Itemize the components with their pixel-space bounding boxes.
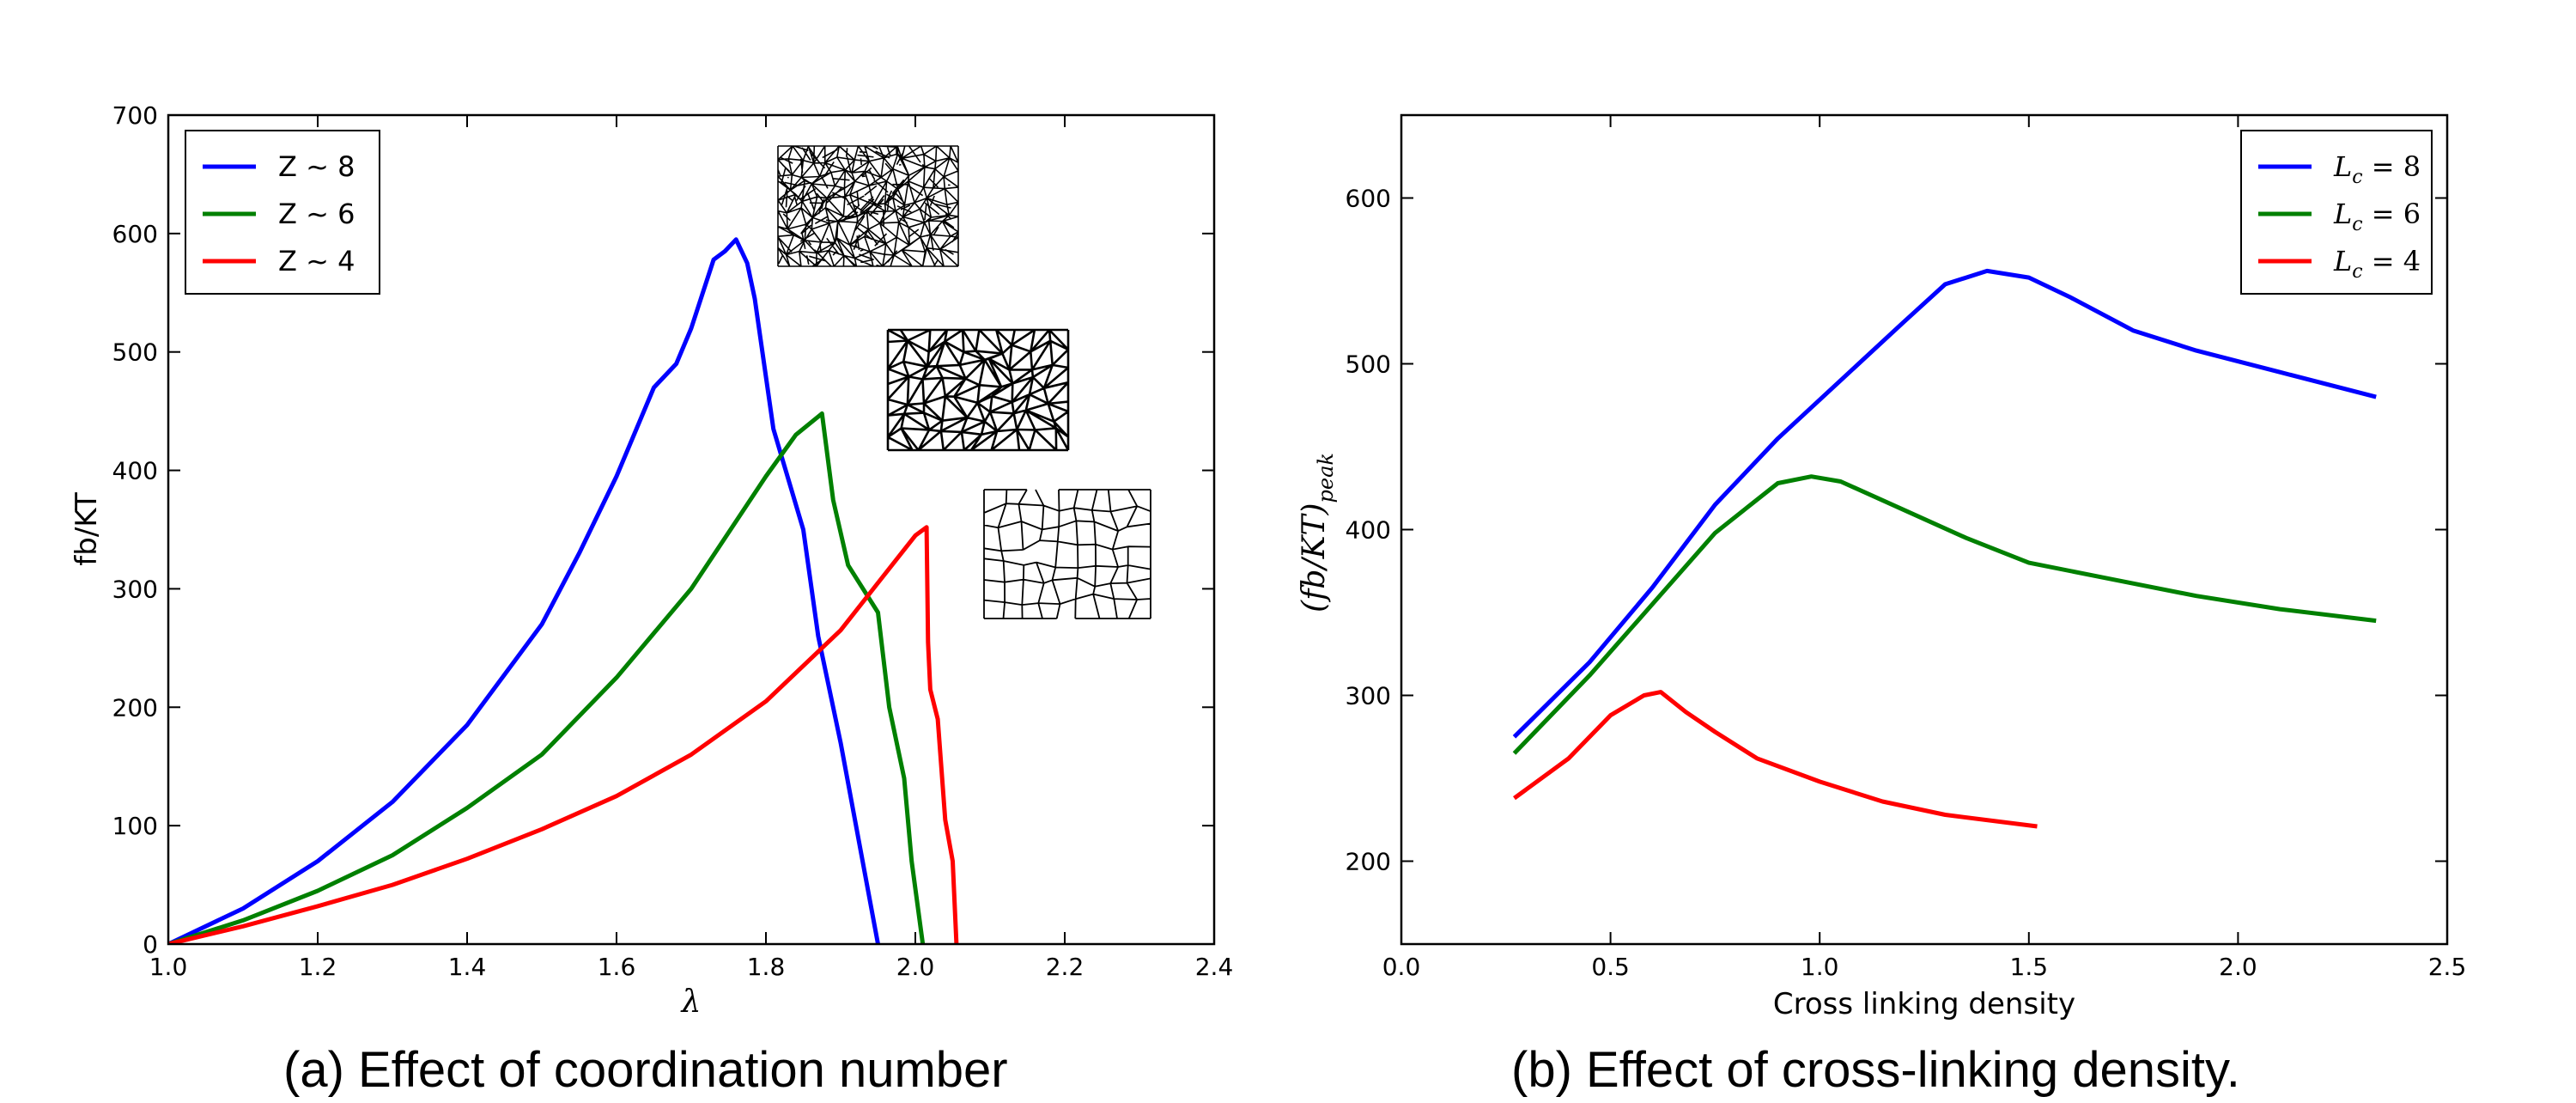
panel-a-series-line-1 — [168, 237, 880, 944]
panel-b-xlabel: Cross linking density — [1773, 987, 2075, 1021]
panel-b-legend-label: Lc = 6 — [2333, 198, 2421, 235]
panel-a-xtick-label: 2.4 — [1195, 953, 1234, 981]
panel-a-axes-frame — [167, 113, 1216, 946]
panel-a-ylabel: fb/KT — [70, 492, 104, 566]
panel-a-ytick-label: 700 — [112, 101, 158, 130]
panel-a-ytick-label: 0 — [143, 930, 158, 959]
inset-mesh-z6 — [886, 328, 1070, 452]
panel-a-xtick-label: 1.8 — [747, 953, 786, 981]
panel-a-legend-label: Z ~ 6 — [278, 198, 355, 230]
panel-b-legend-label: Lc = 8 — [2333, 150, 2421, 188]
panel-a: 1.0 1.2 1.4 1.6 1.8 2.0 2.2 2.4 0 100 200 300 400 500… — [70, 101, 1233, 1020]
panel-b-ytick-label: 400 — [1346, 516, 1391, 545]
panel-a-ytick-label: 500 — [112, 338, 158, 367]
panel-a-ytick-label: 600 — [112, 220, 158, 248]
inset-mesh-z8 — [777, 145, 959, 267]
caption-a: (a) Effect of coordination number — [283, 1042, 1008, 1098]
inset-mesh-z4 — [983, 489, 1151, 619]
panel-b: 0.0 0.5 1.0 1.5 2.0 2.5 200 300 400 500 600 Cross … — [1297, 113, 2467, 1021]
panel-a-ytick-label: 200 — [112, 693, 158, 722]
panel-a-xtick-label: 2.2 — [1046, 953, 1084, 981]
panel-a-xtick-label: 1.4 — [448, 953, 487, 981]
panel-b-ytick-label: 600 — [1346, 185, 1391, 213]
panel-a-legend-label: Z ~ 4 — [278, 245, 355, 277]
panel-a-xtick-label: 1.2 — [299, 953, 337, 981]
panel-b-legend: Lc = 8 Lc = 6 Lc = 4 — [2240, 130, 2433, 295]
panel-b-ytick-label: 500 — [1346, 350, 1391, 379]
panel-b-xtick-label: 0.0 — [1382, 953, 1421, 981]
panel-a-xtick-label: 1.6 — [598, 953, 636, 981]
panel-a-ytick-label: 100 — [112, 812, 158, 840]
panel-a-xtick-label: 1.0 — [149, 953, 188, 981]
panel-a-series — [168, 237, 959, 944]
panel-b-xtick-label: 1.5 — [2010, 953, 2049, 981]
panel-a-legend-label: Z ~ 8 — [278, 150, 355, 183]
panel-a-series-line-3 — [168, 525, 959, 944]
panel-a-ytick-label: 400 — [112, 457, 158, 485]
panel-a-legend: Z ~ 8 Z ~ 6 Z ~ 4 — [185, 130, 380, 295]
panel-b-ticks: 0.0 0.5 1.0 1.5 2.0 2.5 200 300 400 500 600 — [1346, 115, 2467, 981]
caption-b: (b) Effect of cross-linking density. — [1511, 1042, 2240, 1098]
panel-b-ylabel: (fb/KT)peak — [1297, 453, 1338, 612]
panel-b-series-line-3 — [1513, 690, 2038, 829]
panel-b-xtick-label: 2.5 — [2428, 953, 2467, 981]
inset-network-z8 — [777, 145, 959, 267]
panel-b-series — [1512, 268, 2377, 829]
panel-a-xtick-label: 2.0 — [896, 953, 935, 981]
panel-b-xtick-label: 2.0 — [2219, 953, 2257, 981]
inset-network-z6 — [886, 328, 1070, 452]
panel-b-xtick-label: 1.0 — [1801, 953, 1839, 981]
panel-b-xtick-label: 0.5 — [1591, 953, 1630, 981]
panel-b-ytick-label: 300 — [1346, 682, 1391, 710]
panel-a-xlabel: λ — [680, 984, 702, 1020]
inset-network-z4 — [983, 489, 1151, 619]
panel-b-legend-label: Lc = 4 — [2333, 245, 2421, 283]
panel-a-ytick-label: 300 — [112, 575, 158, 603]
panel-a-series-line-2 — [168, 411, 926, 944]
panel-a-ticks: 1.0 1.2 1.4 1.6 1.8 2.0 2.2 2.4 0 100 200 300 400 500… — [112, 101, 1234, 981]
panel-b-series-line-2 — [1512, 474, 2377, 755]
panel-b-ytick-label: 200 — [1346, 848, 1391, 876]
svg-text:(fb/KT)peak: (fb/KT)peak — [1297, 453, 1338, 612]
panel-b-series-line-1 — [1512, 268, 2377, 739]
